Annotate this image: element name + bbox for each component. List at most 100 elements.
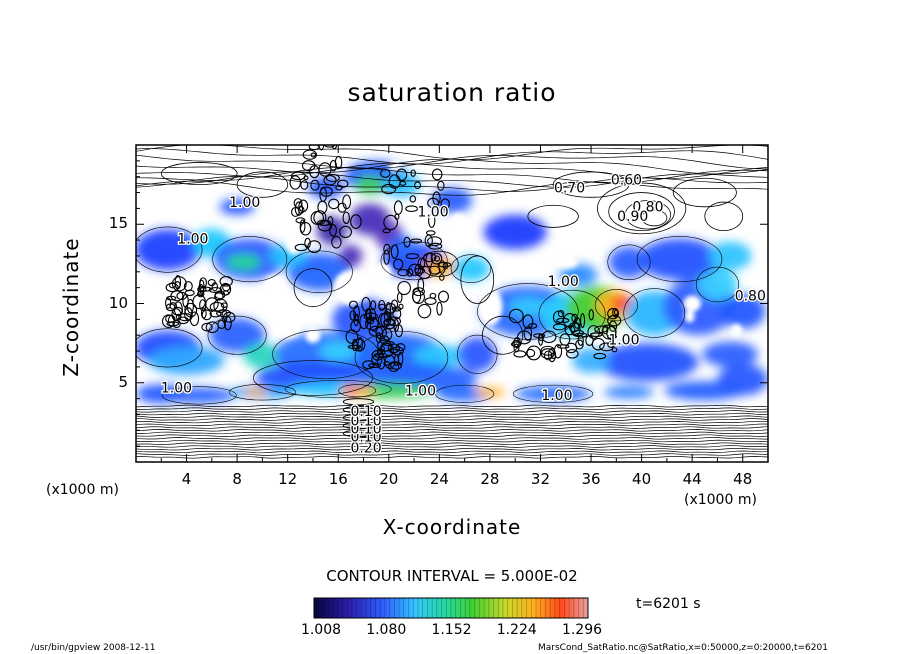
contour-loop bbox=[607, 244, 651, 281]
contour-loop bbox=[607, 307, 619, 320]
x-tick-label: 28 bbox=[480, 470, 500, 488]
contour-line bbox=[136, 180, 768, 196]
contour-loop bbox=[217, 319, 227, 330]
y-tick-label: 5 bbox=[118, 372, 128, 391]
contour-value-label: 0.60 bbox=[611, 173, 642, 189]
contour-loop bbox=[201, 309, 212, 321]
contour-loop bbox=[513, 350, 527, 358]
contour-loop bbox=[432, 191, 441, 206]
contour-loop bbox=[348, 300, 359, 309]
contour-loop bbox=[333, 133, 344, 140]
contour-loop bbox=[382, 228, 391, 234]
contour-loop bbox=[323, 135, 337, 143]
contour-loop bbox=[317, 200, 328, 215]
contour-loop bbox=[593, 352, 607, 360]
contour-loop bbox=[588, 309, 594, 321]
y-axis-ticks bbox=[136, 160, 768, 447]
contour-loop bbox=[319, 186, 333, 197]
contour-line bbox=[136, 431, 768, 435]
contour-loop bbox=[388, 174, 401, 189]
contour-loop bbox=[608, 320, 618, 332]
contour-loop bbox=[393, 319, 400, 332]
contour-loop bbox=[398, 303, 404, 310]
contour-loop bbox=[460, 255, 495, 304]
saturation-patch bbox=[572, 347, 610, 374]
field-gap bbox=[448, 213, 469, 242]
saturation-patch bbox=[597, 343, 699, 382]
contour-loop bbox=[608, 192, 675, 231]
saturation-patch bbox=[508, 297, 547, 317]
contour-loop bbox=[397, 268, 410, 277]
contour-loop bbox=[378, 299, 386, 312]
contour-loop bbox=[550, 352, 557, 360]
contour-loop bbox=[599, 342, 614, 352]
contour-loop bbox=[538, 333, 544, 341]
contour-loop bbox=[563, 313, 577, 328]
contour-loop bbox=[383, 214, 399, 231]
contour-loop bbox=[342, 194, 352, 210]
contour-loop bbox=[342, 406, 375, 414]
contour-loop bbox=[553, 344, 563, 359]
contour-loop bbox=[197, 283, 205, 297]
field-gap bbox=[333, 270, 369, 306]
contour-loop bbox=[383, 361, 391, 366]
contour-loop bbox=[342, 398, 375, 406]
field-gap bbox=[272, 309, 303, 339]
colorbar-bands bbox=[318, 598, 584, 618]
contour-loop bbox=[414, 181, 422, 189]
contour-loop bbox=[219, 275, 233, 287]
contour-loop bbox=[417, 257, 426, 270]
contour-loop bbox=[329, 160, 337, 172]
contour-loop bbox=[307, 240, 322, 254]
contour-loop bbox=[636, 236, 723, 283]
field-gap bbox=[477, 287, 503, 326]
contour-loop bbox=[510, 341, 522, 348]
contour-line bbox=[136, 407, 768, 411]
contour-loop bbox=[165, 314, 176, 324]
contour-loop bbox=[293, 268, 333, 308]
contour-loop bbox=[566, 349, 579, 359]
contour-loop bbox=[207, 315, 267, 355]
x-tick-label: 16 bbox=[328, 470, 348, 488]
field-gap bbox=[730, 324, 743, 337]
contour-loop bbox=[294, 243, 308, 252]
x-tick-label: 8 bbox=[232, 470, 242, 488]
saturation-patch bbox=[708, 241, 752, 271]
contour-loop bbox=[429, 292, 437, 299]
contour-loop bbox=[431, 168, 443, 181]
contour-loop bbox=[435, 384, 495, 403]
contour-loop bbox=[350, 319, 361, 333]
contour-loop bbox=[527, 204, 579, 228]
contour-loop bbox=[393, 258, 404, 270]
x-tick-label: 36 bbox=[581, 470, 601, 488]
contour-loop bbox=[289, 175, 301, 190]
y-tick-label: 10 bbox=[108, 293, 128, 312]
contour-value-label: 1.00 bbox=[417, 204, 448, 220]
contour-value-label: 0.10 bbox=[350, 404, 381, 420]
field-gap bbox=[684, 309, 695, 323]
contour-loop bbox=[424, 234, 433, 248]
contour-line bbox=[136, 154, 768, 170]
contour-loop bbox=[207, 279, 216, 287]
contour-loop bbox=[290, 171, 306, 181]
contour-loop bbox=[214, 292, 224, 301]
contour-line bbox=[136, 404, 768, 408]
contour-loop bbox=[393, 354, 399, 367]
contour-loop bbox=[189, 311, 200, 327]
contour-loop bbox=[347, 344, 362, 350]
saturation-patch bbox=[717, 363, 768, 396]
contour-loop bbox=[552, 171, 630, 198]
contour-loop bbox=[350, 214, 362, 229]
contour-loop bbox=[354, 330, 449, 384]
contour-line bbox=[136, 412, 768, 416]
contour-loop bbox=[594, 289, 638, 322]
contour-loop bbox=[611, 347, 618, 353]
contour-loop bbox=[392, 308, 402, 320]
contour-loop bbox=[427, 236, 442, 247]
saturation-patch bbox=[515, 385, 592, 402]
contour-loop bbox=[641, 209, 668, 227]
saturation-patch bbox=[458, 336, 497, 372]
contour-loop bbox=[342, 129, 346, 143]
contour-loop bbox=[409, 195, 417, 203]
contour-line bbox=[136, 420, 768, 424]
